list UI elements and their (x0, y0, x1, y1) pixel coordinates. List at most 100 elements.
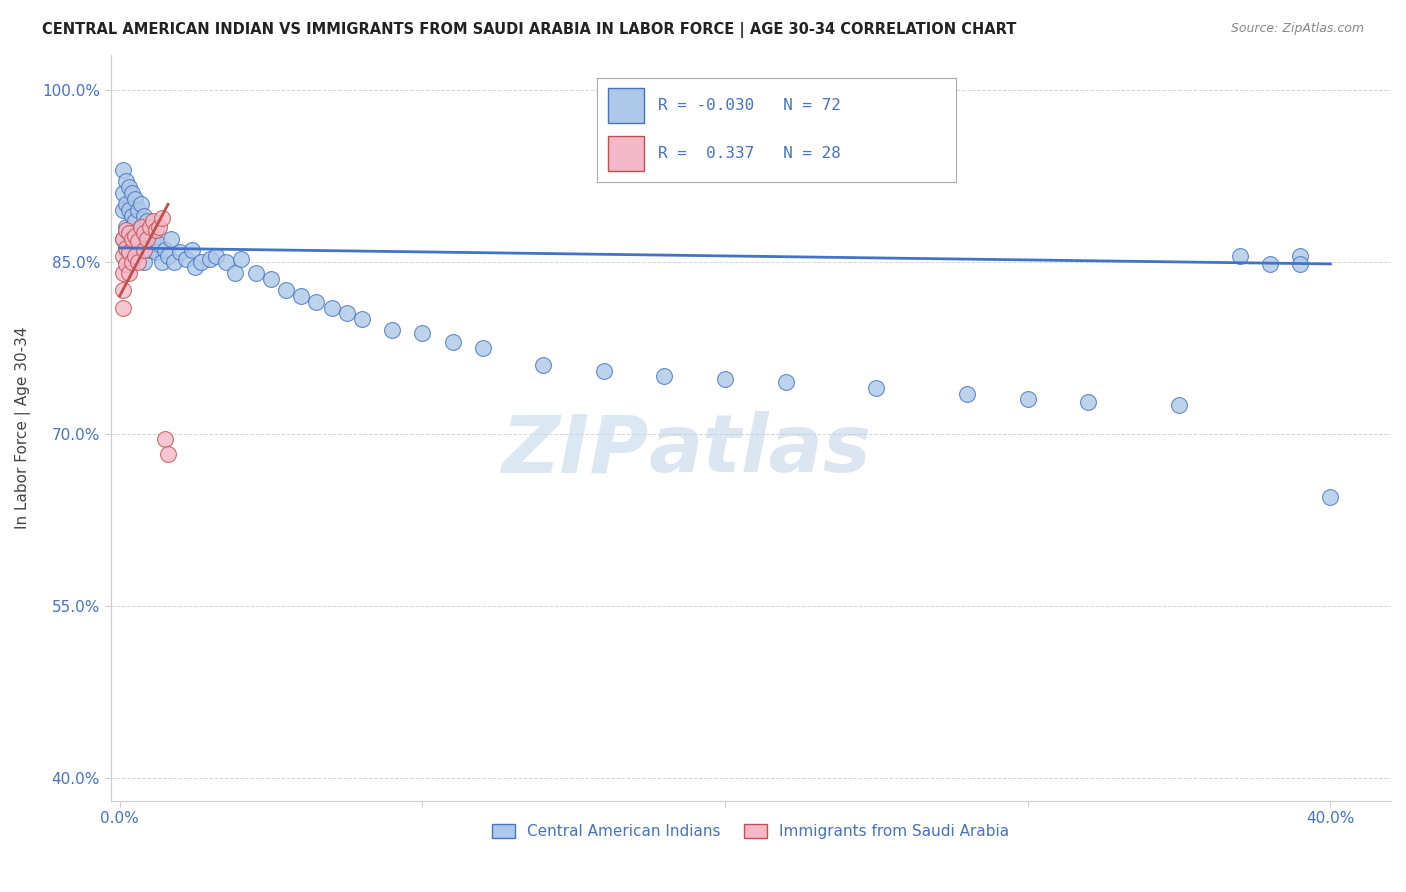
Point (127, 202, 149, 217)
Point (121, 209, 143, 223)
Y-axis label: In Labor Force | Age 30-34: In Labor Force | Age 30-34 (15, 326, 31, 529)
Point (139, 243, 162, 257)
Point (654, 369, 676, 384)
Point (121, 232, 143, 246)
Point (121, 232, 143, 246)
Point (118, 226, 141, 240)
Point (205, 249, 228, 263)
Point (121, 186, 143, 200)
Point (118, 180, 141, 194)
Point (118, 202, 141, 217)
Point (157, 447, 180, 461)
Point (153, 243, 176, 257)
Point (150, 211, 173, 225)
Point (245, 266, 267, 280)
Point (593, 364, 616, 378)
Point (229, 252, 252, 267)
Point (142, 214, 165, 228)
Text: CENTRAL AMERICAN INDIAN VS IMMIGRANTS FROM SAUDI ARABIA IN LABOR FORCE | AGE 30-: CENTRAL AMERICAN INDIAN VS IMMIGRANTS FR… (42, 22, 1017, 38)
Point (865, 381, 887, 395)
Point (148, 237, 170, 252)
Point (139, 220, 162, 235)
Point (1289, 249, 1312, 263)
Point (181, 243, 204, 257)
Point (1289, 257, 1312, 271)
Point (775, 375, 797, 389)
Point (132, 226, 155, 240)
Point (114, 222, 136, 236)
Point (114, 197, 136, 211)
Point (531, 358, 554, 372)
Text: ZIP: ZIP (501, 411, 648, 490)
Point (260, 272, 283, 286)
Point (127, 226, 149, 240)
Point (121, 254, 143, 268)
Point (148, 220, 170, 235)
Point (321, 301, 343, 315)
Point (118, 266, 141, 280)
Point (114, 174, 136, 188)
Point (111, 249, 134, 263)
Point (127, 234, 149, 248)
Point (118, 245, 141, 260)
Point (124, 229, 146, 244)
Point (160, 232, 183, 246)
Point (145, 245, 167, 260)
Point (214, 254, 236, 268)
Point (142, 232, 165, 246)
Point (135, 214, 157, 228)
Point (350, 312, 373, 326)
Point (129, 220, 152, 235)
Point (157, 249, 180, 263)
Point (174, 252, 197, 267)
Point (124, 214, 146, 228)
Point (1319, 490, 1341, 504)
Point (127, 254, 149, 268)
Point (111, 301, 134, 315)
Point (274, 283, 297, 297)
Point (129, 197, 152, 211)
Point (169, 245, 191, 260)
Point (118, 226, 141, 240)
Point (111, 162, 134, 177)
Point (124, 192, 146, 206)
Point (336, 306, 359, 320)
Text: Source: ZipAtlas.com: Source: ZipAtlas.com (1230, 22, 1364, 36)
Legend: Central American Indians, Immigrants from Saudi Arabia: Central American Indians, Immigrants fro… (486, 818, 1015, 846)
Point (290, 289, 312, 303)
Point (441, 334, 464, 349)
Point (1077, 394, 1099, 409)
Point (129, 220, 152, 235)
Point (114, 243, 136, 257)
Point (956, 386, 979, 401)
Point (190, 254, 212, 268)
Point (1229, 249, 1251, 263)
Point (153, 433, 176, 447)
Point (163, 254, 186, 268)
Point (139, 226, 162, 240)
Text: atlas: atlas (648, 411, 872, 490)
Point (111, 202, 134, 217)
Point (132, 232, 155, 246)
Point (471, 341, 494, 355)
Point (1168, 398, 1191, 412)
Point (111, 232, 134, 246)
Point (1017, 392, 1039, 407)
Point (114, 220, 136, 235)
Point (111, 283, 134, 297)
Point (132, 254, 155, 268)
Point (135, 232, 157, 246)
Point (114, 241, 136, 255)
Point (111, 232, 134, 246)
Point (111, 266, 134, 280)
Point (124, 237, 146, 252)
Point (224, 266, 246, 280)
Point (132, 209, 155, 223)
Point (132, 243, 155, 257)
Point (714, 372, 737, 386)
Point (111, 186, 134, 200)
Point (381, 324, 404, 338)
Point (1258, 257, 1281, 271)
Point (145, 222, 167, 236)
Point (200, 252, 222, 267)
